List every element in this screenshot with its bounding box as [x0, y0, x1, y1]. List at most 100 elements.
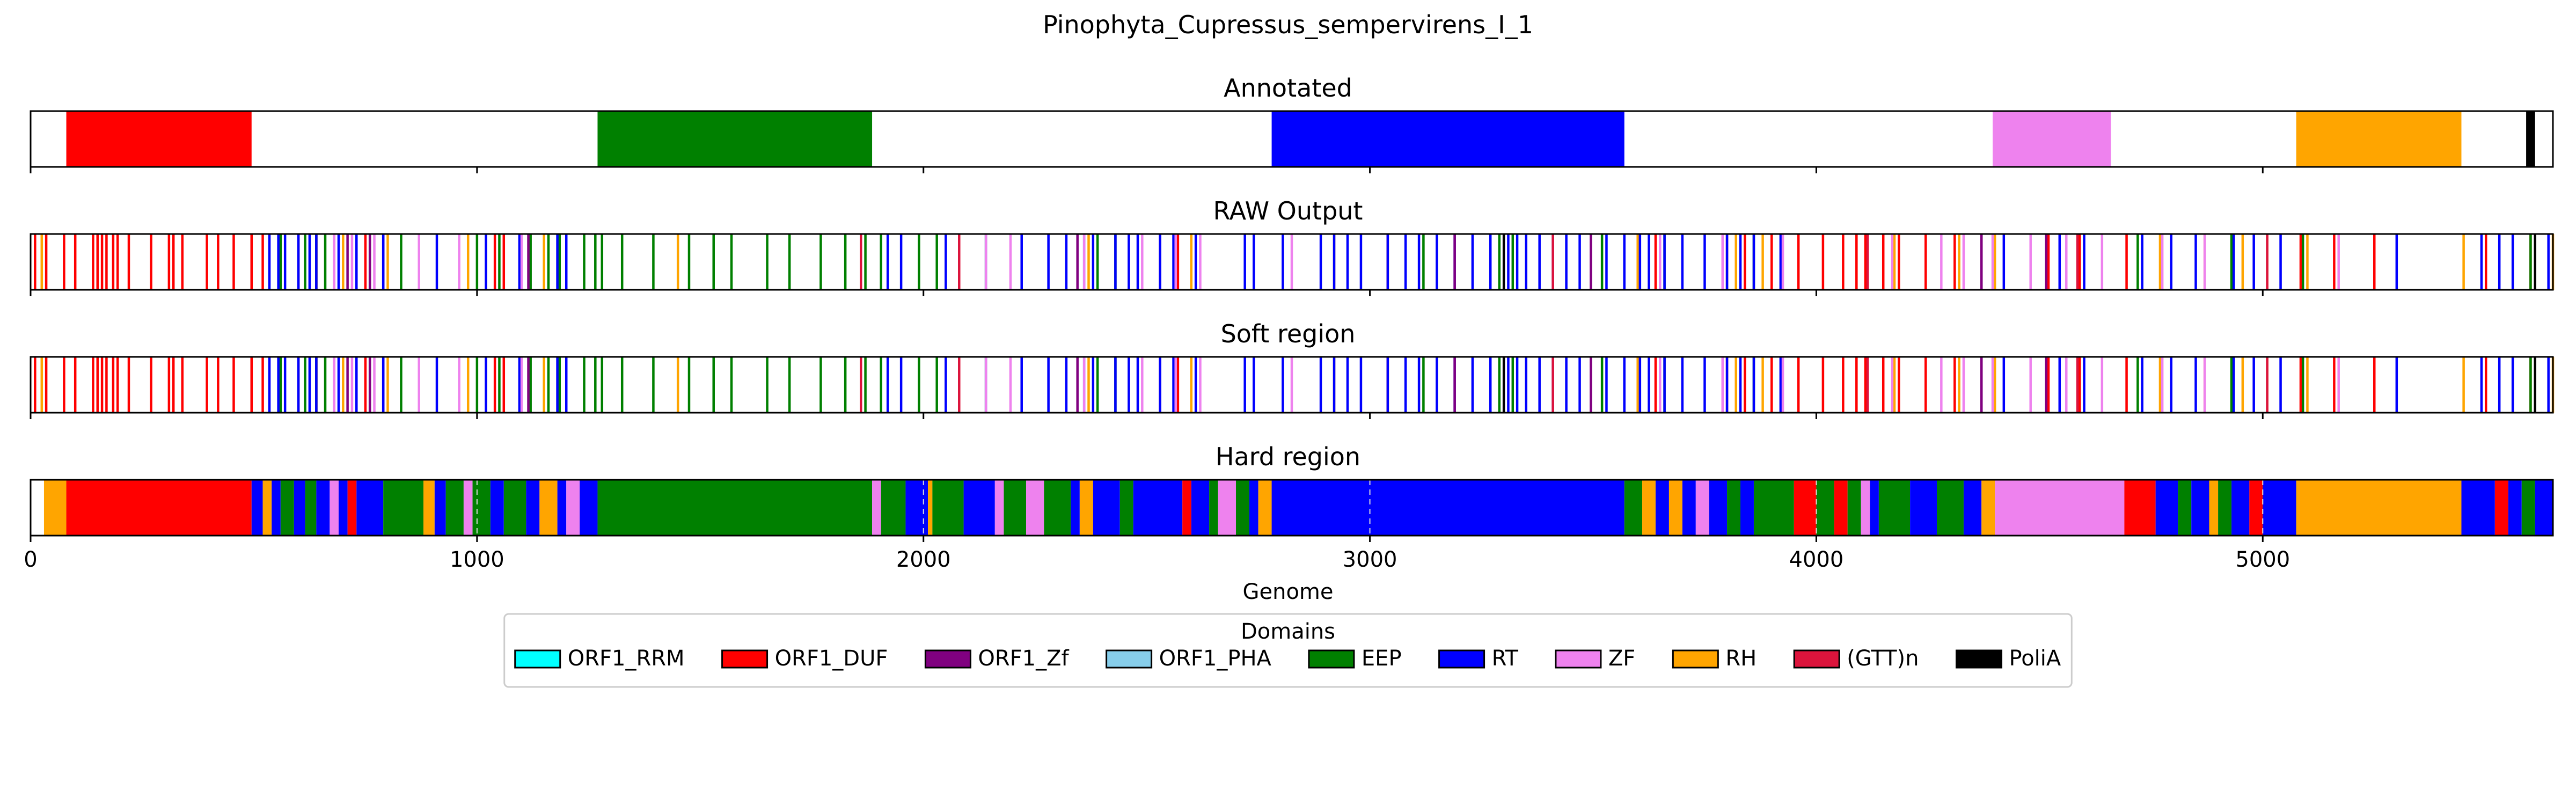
- track-annotated: Annotated: [30, 74, 2554, 173]
- legend-swatch: [514, 649, 561, 669]
- legend-label: ZF: [1608, 646, 1635, 671]
- segment-rh: [1668, 480, 1682, 536]
- legend-label: (GTT)n: [1847, 646, 1919, 671]
- segment-rt: [2191, 480, 2209, 536]
- segment-polia: [2526, 111, 2535, 167]
- segment-rt: [1093, 480, 1120, 536]
- legend-item-orf1-rrm: ORF1_RRM: [514, 646, 685, 671]
- segment-rt: [1963, 480, 1982, 536]
- legend-item-orf1-duf: ORF1_DUF: [721, 646, 888, 671]
- segment-rh: [262, 480, 272, 536]
- segment-zf: [994, 480, 1004, 536]
- segment-rt: [905, 480, 928, 536]
- legend-label: PoliA: [2009, 646, 2061, 671]
- track-frame-soft-region: [30, 356, 2554, 414]
- segment-eep: [597, 480, 873, 536]
- segment-rt: [338, 480, 348, 536]
- legend-swatch: [1793, 649, 1840, 669]
- segment-rt: [1870, 480, 1879, 536]
- segment-orf1-duf: [66, 480, 252, 536]
- segment-rt: [1271, 111, 1624, 167]
- segment-orf1-duf: [2249, 480, 2263, 536]
- segment-rh: [1642, 480, 1656, 536]
- track-title-soft-region: Soft region: [1221, 319, 1356, 348]
- segment-rh: [2209, 480, 2219, 536]
- segment-zf: [1861, 480, 1870, 536]
- segment-eep: [305, 480, 317, 536]
- x-axis: 0 1000 2000 3000 4000 5000: [24, 547, 2290, 572]
- segment-rt: [1910, 480, 1937, 536]
- legend-items: ORF1_RRM ORF1_DUF ORF1_Zf ORF1_PHA EEP RT ZF RH…: [514, 646, 2061, 671]
- segment-rt: [1682, 480, 1696, 536]
- legend-label: RH: [1725, 646, 1757, 671]
- segment-eep: [2178, 480, 2192, 536]
- legend-item-rh: RH: [1672, 646, 1757, 671]
- x-axis-label: Genome: [1242, 580, 1333, 604]
- segment-eep: [881, 480, 906, 536]
- segment-rt: [2508, 480, 2522, 536]
- legend-frame: [503, 613, 2073, 688]
- segment-orf1-duf: [347, 480, 357, 536]
- segment-eep: [1816, 480, 1834, 536]
- segment-rt: [557, 480, 567, 536]
- segment-rt: [294, 480, 305, 536]
- legend-label: RT: [1492, 646, 1519, 671]
- segment-rt: [1271, 480, 1624, 536]
- segment-eep: [2521, 480, 2535, 536]
- segment-eep: [472, 480, 491, 536]
- segment-zf: [463, 480, 473, 536]
- track-title-raw-output: RAW Output: [1213, 196, 1363, 225]
- legend-label: EEP: [1362, 646, 1402, 671]
- segment-rt: [1655, 480, 1669, 536]
- segment-eep: [932, 480, 964, 536]
- x-tick-label: 0: [24, 547, 37, 572]
- chart-title: Pinophyta_Cupressus_sempervirens_I_1: [1043, 10, 1533, 39]
- segment-eep: [445, 480, 464, 536]
- segment-rh: [2296, 480, 2462, 536]
- legend-swatch: [1438, 649, 1485, 669]
- segment-rt: [1740, 480, 1754, 536]
- segment-rt: [1071, 480, 1080, 536]
- legend-swatch: [1308, 649, 1355, 669]
- legend-item-eep: EEP: [1308, 646, 1402, 671]
- segment-rt: [1249, 480, 1258, 536]
- segment-rt: [434, 480, 446, 536]
- legend-swatch: [1956, 649, 2003, 669]
- segment-eep: [1004, 480, 1027, 536]
- track-title-annotated: Annotated: [1224, 74, 1352, 103]
- segment-rt: [526, 480, 540, 536]
- legend-item-zf: ZF: [1555, 646, 1635, 671]
- segment-eep: [1209, 480, 1218, 536]
- segment-eep: [1753, 480, 1794, 536]
- segment-rt: [1133, 480, 1183, 536]
- segment-rt: [272, 480, 281, 536]
- track-soft-region: Soft region: [30, 319, 2555, 419]
- segment-orf1-duf: [2124, 480, 2156, 536]
- segment-eep: [1847, 480, 1861, 536]
- segment-eep: [503, 480, 526, 536]
- segment-rh: [1981, 480, 1995, 536]
- tracks: Annotated RAW Output Soft region Hard regio…: [30, 74, 2555, 542]
- legend: Domains ORF1_RRM ORF1_DUF ORF1_Zf ORF1_PHA E…: [503, 613, 2073, 688]
- track-title-hard-region: Hard region: [1216, 442, 1360, 471]
- segment-rt: [2263, 480, 2296, 536]
- segment-orf1-duf: [66, 111, 252, 167]
- segment-eep: [1044, 480, 1071, 536]
- track-raw-output: RAW Output: [30, 196, 2555, 296]
- legend-title: Domains: [1241, 619, 1335, 644]
- segment-orf1-duf: [1794, 480, 1817, 536]
- legend-swatch: [1106, 649, 1153, 669]
- segment-eep: [2218, 480, 2232, 536]
- segment-zf: [1695, 480, 1709, 536]
- segment-zf: [1995, 480, 2125, 536]
- segment-eep: [597, 111, 873, 167]
- segment-zf: [1026, 480, 1044, 536]
- segment-rt: [251, 480, 263, 536]
- segment-rh: [423, 480, 435, 536]
- segment-rt: [2231, 480, 2250, 536]
- segment-eep: [1624, 480, 1643, 536]
- segment-rt: [2461, 480, 2495, 536]
- segment-rt: [316, 480, 330, 536]
- legend-swatch: [721, 649, 769, 669]
- x-tick-label: 3000: [1343, 547, 1397, 572]
